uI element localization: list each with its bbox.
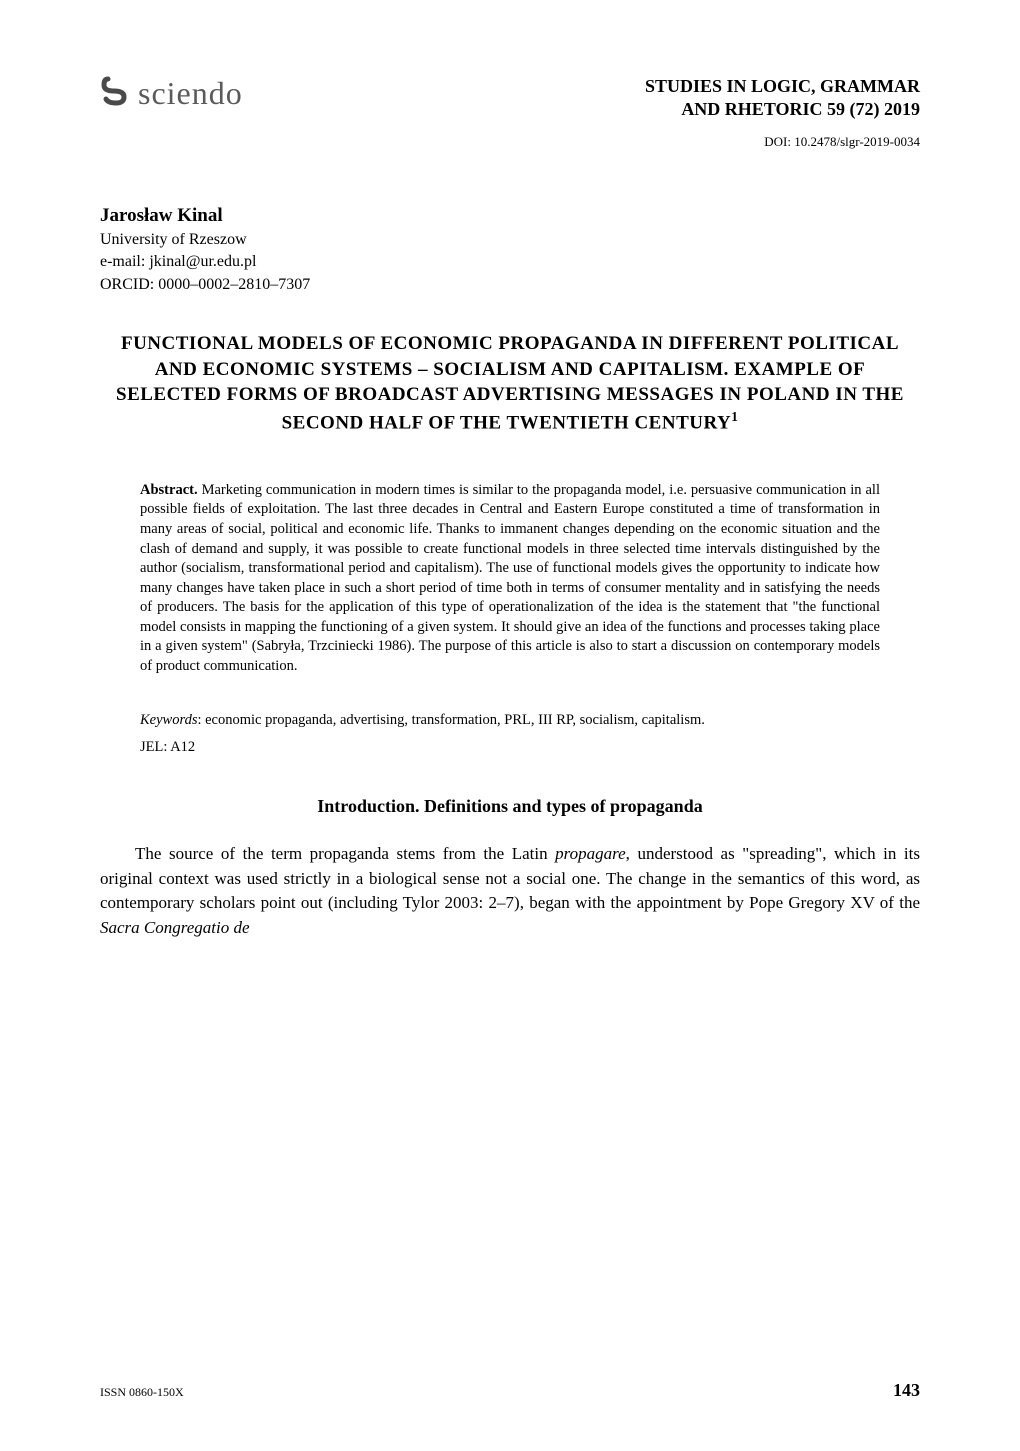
issn: ISSN 0860-150X [100,1385,184,1400]
publisher-logo-text: sciendo [138,75,243,112]
title-footnote-marker: 1 [731,409,738,424]
journal-title-line1: STUDIES IN LOGIC, GRAMMAR [645,75,920,98]
jel-classification: JEL: A12 [140,739,880,756]
article-title-text: FUNCTIONAL MODELS OF ECONOMIC PROPAGANDA… [116,333,904,433]
body-text-segment: The source of the term propaganda stems … [135,844,555,863]
keywords-text: : economic propaganda, advertising, tran… [197,712,704,728]
page-number: 143 [893,1380,920,1401]
header-row: sciendo STUDIES IN LOGIC, GRAMMAR AND RH… [100,75,920,122]
page-footer: ISSN 0860-150X 143 [100,1380,920,1401]
abstract-block: Abstract. Marketing communication in mod… [140,481,880,677]
abstract-label: Abstract. [140,482,198,498]
doi: DOI: 10.2478/slgr-2019-0034 [100,134,920,150]
journal-title-line2: AND RHETORIC 59 (72) 2019 [645,98,920,121]
body-paragraph: The source of the term propaganda stems … [100,842,920,941]
body-italic-term: Sacra Congregatio de [100,918,250,937]
journal-title: STUDIES IN LOGIC, GRAMMAR AND RHETORIC 5… [645,75,920,122]
author-email: e-mail: jkinal@ur.edu.pl [100,251,920,273]
author-name: Jarosław Kinal [100,205,920,227]
publisher-logo: sciendo [100,75,243,112]
body-italic-term: propagare [555,844,626,863]
keywords-block: Keywords: economic propaganda, advertisi… [140,711,880,731]
article-title: FUNCTIONAL MODELS OF ECONOMIC PROPAGANDA… [100,331,920,436]
sciendo-logo-icon [100,75,132,112]
author-orcid: ORCID: 0000–0002–2810–7307 [100,274,920,296]
abstract-text: Marketing communication in modern times … [140,482,880,674]
author-block: Jarosław Kinal University of Rzeszow e-m… [100,205,920,296]
author-affiliation: University of Rzeszow [100,229,920,251]
keywords-label: Keywords [140,712,197,728]
section-heading: Introduction. Definitions and types of p… [100,796,920,817]
